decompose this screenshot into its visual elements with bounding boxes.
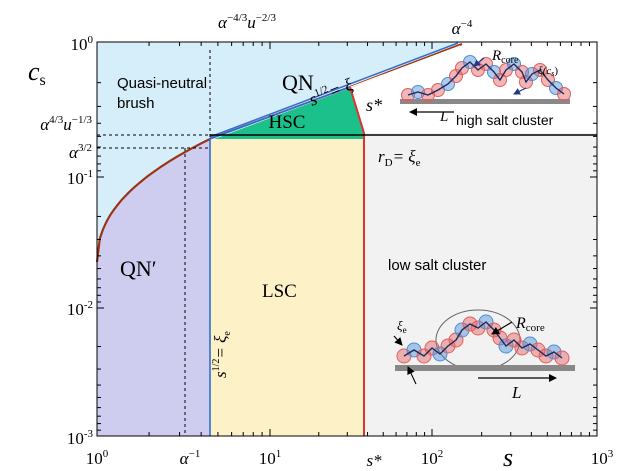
low-salt-xie-arrow-1 xyxy=(393,335,403,346)
x-tick-label-s-star: s* xyxy=(366,451,382,470)
y-axis-label: cs xyxy=(28,57,46,89)
lsc-label: LSC xyxy=(262,281,297,302)
y-tick-label-0.001: 10-3 xyxy=(67,428,94,448)
y-tick-label-0.01: 10-2 xyxy=(67,299,93,319)
qn-prime-label: QN′ xyxy=(120,256,157,281)
low-salt-substrate xyxy=(395,365,575,371)
y-tick-labels: 100 10-1 10-2 10-3 α4/3u−1/3 α3/2 α−4/3u… xyxy=(40,12,473,448)
region-fills xyxy=(97,42,597,436)
y-tick-label-1: 100 xyxy=(71,34,94,54)
s-star-label: s* xyxy=(366,95,382,115)
low-salt-length-label: L xyxy=(511,383,521,402)
s-half-xie-label: s1/2= ξe xyxy=(211,331,233,378)
high-salt-cluster-illustration: Rcore ξ(cs) L xyxy=(400,48,571,125)
brush-label: brush xyxy=(117,95,155,112)
qn-label: QN xyxy=(282,70,314,95)
high-salt-rcore-label: Rcore xyxy=(491,48,519,66)
high-salt-xi-label: ξ(cs) xyxy=(538,65,558,78)
low-salt-beads xyxy=(396,314,570,366)
lsc-region xyxy=(210,139,364,436)
x-tick-label-alpha-inverse: α−1 xyxy=(180,448,201,468)
x-tick-label-100: 102 xyxy=(421,448,444,468)
brown-boundary-curve xyxy=(95,42,463,263)
y-tick-label-0.1: 10-1 xyxy=(67,168,93,188)
x-tick-labels: 100 101 102 103 α−1 s* xyxy=(86,448,614,470)
qn-prime-region xyxy=(97,139,210,436)
x-axis-label: s xyxy=(503,443,513,471)
low-salt-cluster-illustration: ξe Rcore L xyxy=(393,309,575,402)
top-label-alpha-u: α−4/3u−2/3 xyxy=(218,12,276,32)
high-salt-cluster-label: high salt cluster xyxy=(456,112,554,128)
high-salt-xi-arrow xyxy=(513,87,527,95)
hsc-upper-edge xyxy=(209,86,351,140)
low-salt-xie-arrow-2 xyxy=(407,366,417,385)
rd-xie-label: rD= ξe xyxy=(378,147,421,169)
high-salt-chain xyxy=(407,61,565,96)
x-tick-label-1: 100 xyxy=(86,448,109,468)
low-salt-rcore-label: Rcore xyxy=(515,315,545,334)
low-salt-chain xyxy=(403,321,563,359)
low-salt-cluster-label: low salt cluster xyxy=(388,257,486,274)
quasi-neutral-label: Quasi-neutral xyxy=(117,75,207,92)
low-salt-rcore-arrow xyxy=(491,321,513,335)
s-star-line xyxy=(349,86,365,436)
hsc-label: HSC xyxy=(269,112,306,133)
quasi-neutral-region xyxy=(97,42,462,262)
s-half-xi-line xyxy=(209,42,459,138)
top-label-alpha-minus-4: α−4 xyxy=(452,18,473,38)
boundary-lines xyxy=(95,42,597,436)
y-tick-label-alpha-u: α4/3u−1/3 xyxy=(40,114,92,134)
low-salt-cluster-region xyxy=(364,133,597,436)
x-tick-label-1000: 103 xyxy=(591,448,614,468)
axis-ticks xyxy=(96,41,597,436)
high-salt-length-label: L xyxy=(439,109,448,125)
low-salt-xie-label: ξe xyxy=(397,318,407,335)
y-tick-label-alpha-3-2: α3/2 xyxy=(69,142,92,162)
high-salt-substrate xyxy=(400,99,570,104)
x-tick-label-10: 101 xyxy=(259,448,282,468)
high-salt-rcore-arrow xyxy=(473,57,485,67)
